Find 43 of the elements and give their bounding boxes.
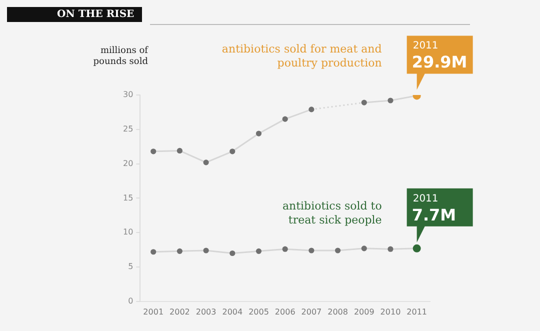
y-tick-label: 5 bbox=[128, 262, 134, 272]
x-tick-label: 2006 bbox=[274, 307, 296, 316]
y-tick-label: 15 bbox=[122, 193, 134, 202]
y-tick-label: 30 bbox=[122, 90, 134, 100]
x-tick-label: 2003 bbox=[196, 307, 216, 316]
point bbox=[308, 106, 314, 112]
y-axis-title: millions of pounds sold bbox=[92, 46, 148, 68]
series-label: antibiotics sold to treat sick people bbox=[282, 199, 382, 226]
point bbox=[230, 250, 236, 256]
x-tick-label: 2008 bbox=[328, 307, 348, 316]
annotation: 2011 29.9M bbox=[412, 40, 468, 72]
point bbox=[230, 148, 236, 154]
annotation: 2011 7.7M bbox=[412, 193, 456, 224]
point bbox=[150, 148, 156, 154]
x-tick-label: 2011 bbox=[406, 307, 428, 316]
point bbox=[308, 248, 314, 254]
x-tick-label: 2001 bbox=[143, 307, 164, 316]
point bbox=[176, 148, 182, 154]
x-tick-label: 2002 bbox=[170, 307, 190, 316]
x-tick-label: 2004 bbox=[222, 307, 243, 316]
point bbox=[388, 98, 394, 104]
y-tick-label: 20 bbox=[122, 158, 134, 168]
point bbox=[282, 116, 288, 122]
x-tick-label: 2005 bbox=[248, 307, 269, 316]
point bbox=[203, 248, 209, 254]
point bbox=[282, 246, 288, 252]
y-tick-label: 10 bbox=[122, 228, 134, 237]
y-tick-label: 25 bbox=[122, 124, 134, 134]
point bbox=[256, 130, 262, 136]
point bbox=[150, 249, 156, 255]
point bbox=[203, 160, 209, 166]
text: antibiotics sold for meat and poultry production bbox=[222, 42, 382, 70]
chart-title: ON THE RISE bbox=[7, 7, 142, 22]
point bbox=[361, 246, 367, 252]
point bbox=[334, 248, 341, 254]
point bbox=[388, 246, 394, 252]
x-tick-label: 2007 bbox=[301, 307, 322, 316]
x-tick-label: 2009 bbox=[354, 307, 374, 316]
point bbox=[176, 248, 182, 254]
x-tick-label: 2010 bbox=[380, 307, 401, 316]
point bbox=[361, 100, 367, 106]
y-tick-label: 0 bbox=[128, 296, 134, 306]
point bbox=[256, 248, 262, 254]
